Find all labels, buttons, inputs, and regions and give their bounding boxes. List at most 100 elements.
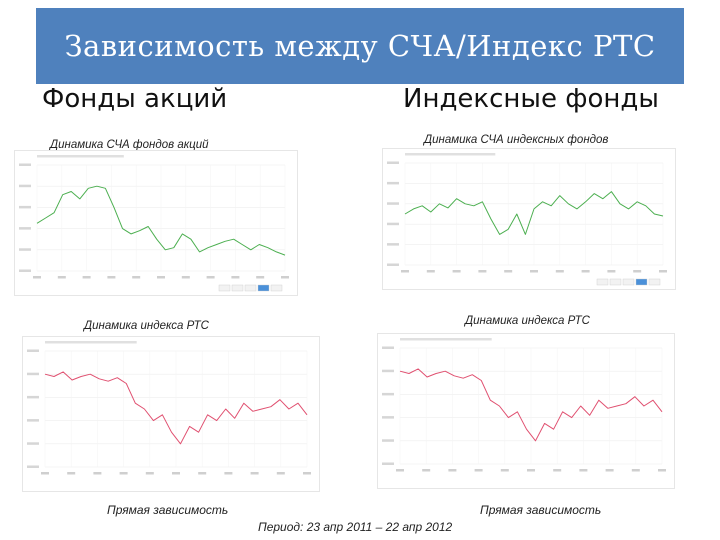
x-tick-mark [422,469,431,472]
y-tick-mark [387,161,399,164]
caption-nav-index: Динамика СЧА индексных фондов [424,134,609,146]
x-tick-mark [276,472,285,475]
y-tick-mark [387,202,399,205]
x-tick-mark [500,469,509,472]
range-button[interactable] [218,284,231,292]
x-tick-mark [448,469,457,472]
x-tick-mark [172,472,180,475]
x-tick-mark [33,276,41,279]
x-tick-mark [67,472,76,475]
y-tick-mark [387,181,399,185]
y-tick-mark [387,243,399,246]
x-tick-mark [581,270,590,273]
series-line [36,185,286,256]
line-chart-svg [19,155,289,292]
chart-header-strip [45,341,137,344]
y-tick-mark [27,442,39,445]
chart-header-strip [405,153,496,156]
left-column-heading: Фонды акций [42,84,228,114]
chart-header-strip [37,155,124,158]
y-tick-mark [27,395,39,399]
y-tick-mark [27,372,39,376]
chart-header-strip [400,338,492,341]
caption-rts-left: Динамика индекса РТС [84,320,209,332]
y-tick-mark [27,349,39,352]
range-button[interactable] [244,284,257,292]
x-tick-mark [553,469,562,472]
x-tick-mark [303,472,311,475]
x-tick-mark [132,276,141,279]
series-line [44,371,308,445]
series-line [399,368,663,442]
x-tick-mark [396,469,404,472]
y-tick-mark [387,263,399,266]
y-tick-mark [19,269,31,272]
x-tick-mark [527,469,535,472]
y-tick-mark [382,462,394,465]
conclusion-right: Прямая зависимость [480,503,602,517]
y-tick-mark [382,369,394,373]
x-tick-mark [658,469,666,472]
x-tick-mark [504,270,513,273]
x-tick-mark [452,270,461,273]
conclusion-left: Прямая зависимость [107,503,229,517]
x-tick-mark [426,270,435,273]
x-tick-mark [579,469,588,472]
nav-equity-chart [14,150,298,296]
x-tick-mark [631,469,640,472]
line-chart-svg [382,338,666,472]
x-tick-mark [231,276,240,279]
range-button[interactable] [270,284,283,292]
y-tick-mark [382,439,394,442]
x-tick-mark [555,270,564,273]
x-tick-mark [119,472,128,475]
x-tick-mark [474,469,483,472]
x-tick-mark [57,276,66,279]
range-button[interactable] [635,278,648,286]
x-tick-mark [478,270,487,273]
range-button[interactable] [257,284,270,292]
y-tick-mark [27,419,39,422]
x-tick-mark [145,472,154,475]
rts-right-chart [377,333,675,489]
y-tick-mark [387,222,399,226]
range-button[interactable] [596,278,609,286]
x-tick-mark [530,270,538,273]
y-tick-mark [19,227,31,230]
right-column-heading: Индексные фонды [403,84,659,114]
x-tick-mark [107,276,116,279]
y-tick-mark [19,184,31,188]
x-tick-mark [224,472,233,475]
y-tick-mark [382,346,394,349]
x-tick-mark [82,276,91,279]
line-chart-svg [27,341,311,475]
x-tick-mark [206,276,215,279]
range-button[interactable] [231,284,244,292]
y-tick-mark [19,248,31,251]
caption-rts-right: Динамика индекса РТС [465,315,590,327]
rts-left-chart [22,336,320,492]
series-line [404,191,664,235]
period-note: Период: 23 апр 2011 – 22 апр 2012 [258,520,453,534]
x-tick-mark [281,276,289,279]
nav-index-chart [382,148,676,290]
line-chart-svg [387,153,667,286]
y-tick-mark [19,163,31,166]
x-tick-mark [157,276,165,279]
x-tick-mark [198,472,207,475]
x-tick-mark [659,270,667,273]
range-button[interactable] [622,278,635,286]
x-tick-mark [256,276,265,279]
y-tick-mark [382,392,394,396]
y-tick-mark [19,205,31,209]
range-button[interactable] [609,278,622,286]
x-tick-mark [93,472,102,475]
x-tick-mark [633,270,642,273]
x-tick-mark [41,472,49,475]
x-tick-mark [181,276,190,279]
caption-nav-equity: Динамика СЧА фондов акций [50,139,209,151]
slide-title: Зависимость между СЧА/Индекс РТС [36,8,684,84]
x-tick-mark [250,472,259,475]
range-button[interactable] [648,278,661,286]
x-tick-mark [605,469,614,472]
